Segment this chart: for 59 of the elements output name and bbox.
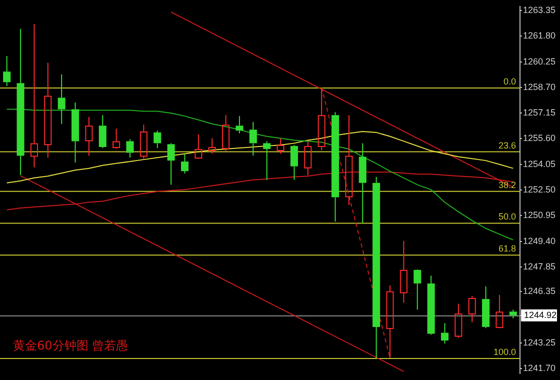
candlestick xyxy=(208,138,216,154)
candlestick xyxy=(167,142,175,186)
y-tick-label: 1244.92 xyxy=(524,310,557,320)
candlestick xyxy=(154,130,162,148)
y-tick-label: 1263.35 xyxy=(523,5,556,16)
candlestick xyxy=(276,138,284,154)
y-tick-label: 1257.15 xyxy=(523,108,556,118)
y-tick-label: 1258.70 xyxy=(523,82,556,92)
annotation: 61.8 xyxy=(498,244,516,254)
y-tick-label: 1252.50 xyxy=(523,184,556,194)
y-tick-label: 1250.95 xyxy=(523,210,556,220)
candlestick xyxy=(30,24,38,168)
annotation: 100.0 xyxy=(493,347,516,358)
candlestick xyxy=(290,144,298,180)
y-tick-label: 1260.25 xyxy=(523,56,556,66)
y-tick-label: 1261.80 xyxy=(523,30,556,41)
candlestick xyxy=(85,116,93,156)
candlestick xyxy=(509,309,517,319)
candlestick xyxy=(496,294,504,329)
candlestick xyxy=(414,270,422,310)
annotation: 50.0 xyxy=(498,212,516,222)
y-tick-label: 1249.40 xyxy=(523,236,556,246)
candlestick xyxy=(236,116,244,134)
candlestick xyxy=(126,138,134,158)
candlestick xyxy=(98,114,106,148)
y-tick-label: 1241.70 xyxy=(523,363,556,374)
candlestick xyxy=(180,153,188,174)
candlestick xyxy=(454,303,462,338)
candlestick xyxy=(386,284,394,359)
annotation: 0.0 xyxy=(503,76,516,86)
y-tick-label: 1247.85 xyxy=(523,261,556,272)
y-tick-label: 1254.05 xyxy=(523,158,556,169)
candlestick xyxy=(468,296,476,323)
y-tick-label: 1246.35 xyxy=(523,286,556,296)
candlestick xyxy=(332,112,340,222)
candlestick xyxy=(222,114,230,152)
candlestick xyxy=(372,176,380,359)
candlestick xyxy=(263,140,271,180)
candlestick xyxy=(345,114,353,206)
candlestick xyxy=(318,86,326,151)
candlestick xyxy=(358,142,366,224)
candlestick xyxy=(427,275,435,336)
candlestick xyxy=(400,240,408,304)
candlestick xyxy=(44,62,52,158)
y-tick-label: 1255.60 xyxy=(523,133,556,144)
candlestick xyxy=(304,140,312,176)
candlestick xyxy=(482,286,490,329)
candlestick xyxy=(194,134,202,160)
candlestick xyxy=(3,56,11,86)
candlestick xyxy=(58,74,66,124)
candlestick xyxy=(16,28,24,176)
candlestick xyxy=(249,121,257,156)
y-tick-label: 1243.25 xyxy=(523,337,556,348)
candlestick xyxy=(140,124,148,160)
candlestick xyxy=(112,128,120,150)
annotation: 23.6 xyxy=(498,140,516,150)
candlestick xyxy=(72,102,80,164)
candlestick xyxy=(440,322,448,344)
annotation: 黄金60分钟图 曾若愚 xyxy=(13,338,128,353)
